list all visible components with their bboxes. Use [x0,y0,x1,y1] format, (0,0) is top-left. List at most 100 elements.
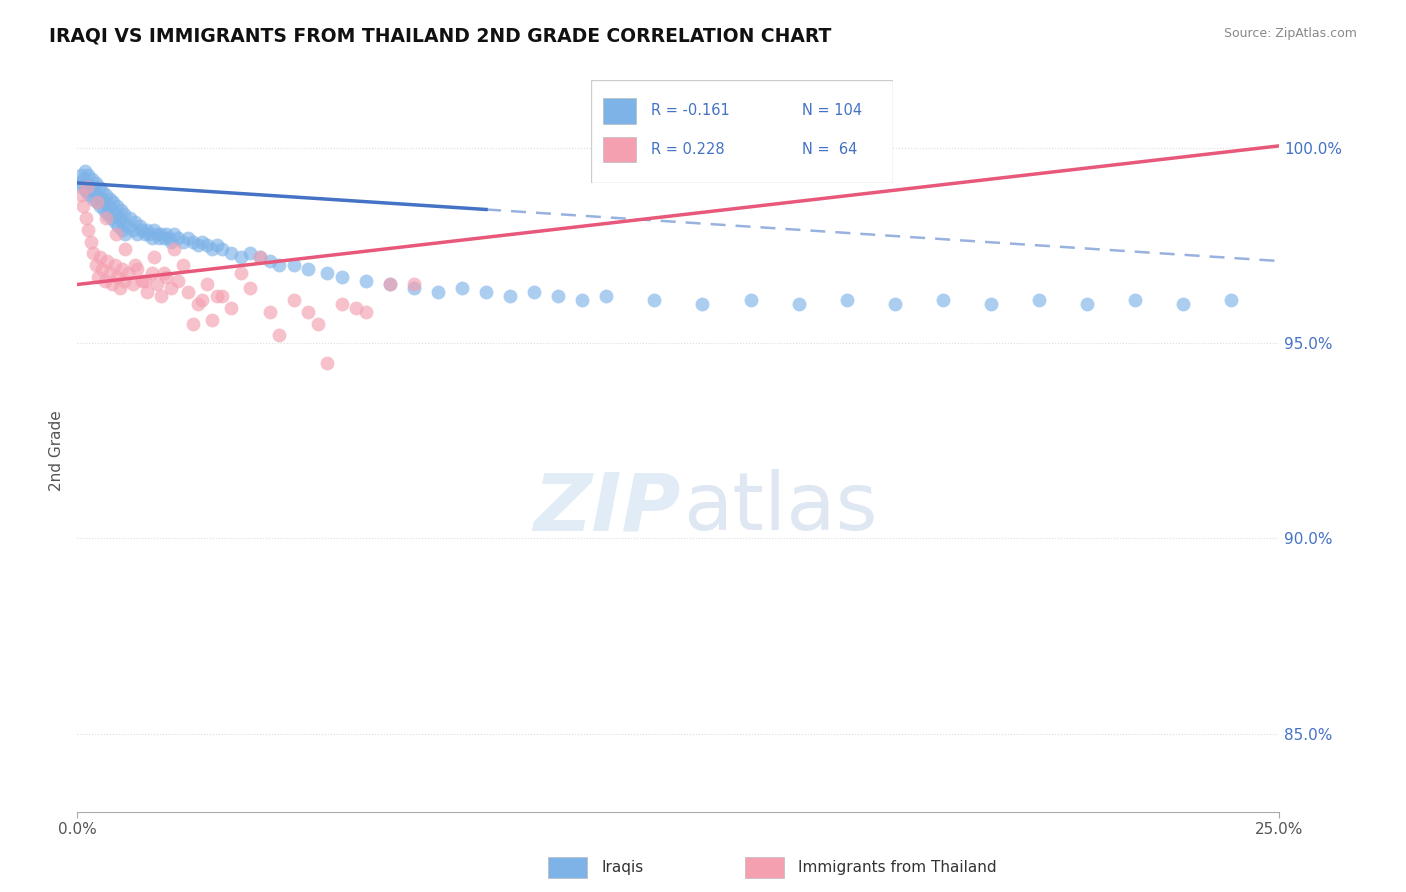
Point [75,184,97,198]
Point [96,207,118,221]
Point [157,230,180,244]
Point [93,203,115,218]
Point [167,274,190,288]
Point [86,195,108,210]
Point [219,246,242,260]
Point [239,281,262,295]
Point [283,293,305,307]
Point [547,289,569,303]
Point [131,223,153,237]
Y-axis label: 2nd Grade: 2nd Grade [49,410,65,491]
Point [269,258,291,272]
Point [162,243,184,257]
Point [143,223,166,237]
Point [330,269,353,284]
Point [127,261,149,276]
Point [124,215,146,229]
Point [692,297,714,311]
Point [89,199,111,213]
Point [131,274,153,288]
Point [108,211,131,225]
Point [150,289,173,303]
Text: N = 104: N = 104 [801,103,862,118]
Point [186,238,209,252]
Point [143,250,166,264]
Point [316,355,339,369]
Text: ZIP: ZIP [533,469,681,548]
Point [451,281,474,295]
Point [330,297,353,311]
Point [90,192,112,206]
Point [77,223,100,237]
Point [91,261,114,276]
Point [1076,297,1098,311]
Point [70,168,93,182]
Point [932,293,955,307]
Point [162,227,184,241]
Point [402,281,425,295]
Point [259,305,281,319]
Point [117,266,139,280]
Text: R = 0.228: R = 0.228 [651,142,724,156]
Point [201,312,224,326]
Point [177,230,200,244]
Point [595,289,617,303]
Point [269,328,291,343]
Point [89,250,111,264]
Text: Immigrants from Thailand: Immigrants from Thailand [799,860,997,875]
Point [205,238,228,252]
Point [354,274,377,288]
Point [1028,293,1050,307]
Point [86,269,108,284]
Point [96,211,118,225]
Point [155,227,177,241]
Point [307,317,329,331]
Point [427,285,450,300]
Point [110,203,132,218]
Point [134,274,156,288]
FancyBboxPatch shape [548,857,588,878]
Point [124,258,146,272]
Point [148,230,170,244]
Point [787,297,810,311]
FancyBboxPatch shape [603,136,636,162]
Text: IRAQI VS IMMIGRANTS FROM THAILAND 2ND GRADE CORRELATION CHART: IRAQI VS IMMIGRANTS FROM THAILAND 2ND GR… [49,27,831,45]
Point [141,230,163,244]
Point [195,277,218,292]
Point [141,266,163,280]
Point [1220,293,1243,307]
Point [138,227,160,241]
Point [205,289,228,303]
Point [128,219,150,233]
Point [100,211,122,225]
Point [97,199,120,213]
Point [181,317,204,331]
Point [72,199,94,213]
Text: Iraqis: Iraqis [602,860,644,875]
Point [82,246,104,260]
Point [134,227,156,241]
Point [181,235,204,249]
Point [155,269,177,284]
FancyBboxPatch shape [591,80,893,183]
Point [160,235,183,249]
Point [114,243,136,257]
Point [120,211,142,225]
Point [105,199,128,213]
Point [378,277,401,292]
Point [121,223,143,237]
Point [191,235,214,249]
Point [111,215,134,229]
Point [76,179,98,194]
Point [69,176,91,190]
Point [167,230,190,244]
Point [108,281,131,295]
Point [145,227,167,241]
Point [104,215,127,229]
Point [80,235,103,249]
Text: atlas: atlas [683,469,877,548]
Point [101,277,124,292]
Point [80,172,103,186]
Point [177,285,200,300]
Point [136,285,159,300]
